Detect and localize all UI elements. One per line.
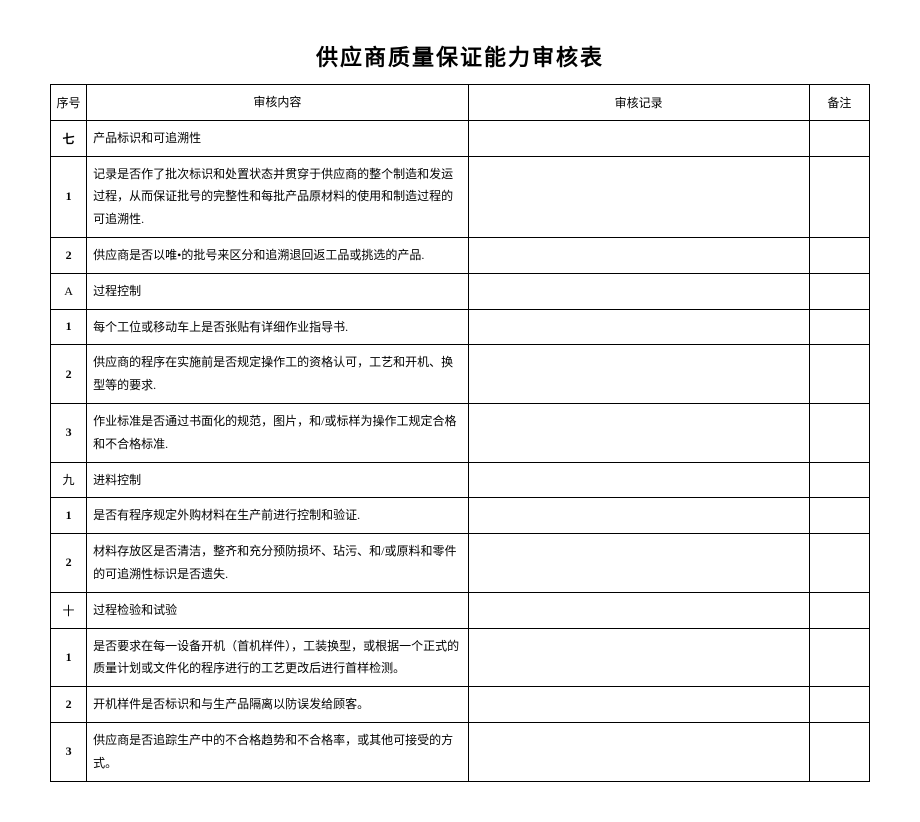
table-row: 1记录是否作了批次标识和处置状态并贯穿于供应商的整个制造和发运过程，从而保证批号…: [51, 156, 870, 237]
row-index: 3: [51, 403, 87, 462]
row-content: 是否要求在每一设备开机（首机样件），工装换型，或根据一个正式的质量计划或文件化的…: [87, 628, 468, 687]
row-content: 过程检验和试验: [87, 592, 468, 628]
table-row: 九进料控制: [51, 462, 870, 498]
row-note: [809, 273, 869, 309]
row-index: A: [51, 273, 87, 309]
row-record: [468, 309, 809, 345]
row-index: 2: [51, 237, 87, 273]
row-content: 过程控制: [87, 273, 468, 309]
row-record: [468, 592, 809, 628]
table-row: A过程控制: [51, 273, 870, 309]
row-note: [809, 156, 869, 237]
row-index: 3: [51, 722, 87, 781]
row-record: [468, 237, 809, 273]
row-note: [809, 309, 869, 345]
header-content: 审核内容: [87, 85, 468, 121]
table-row: 十过程检验和试验: [51, 592, 870, 628]
page-title: 供应商质量保证能力审核表: [50, 40, 870, 72]
row-note: [809, 237, 869, 273]
row-content: 供应商是否追踪生产中的不合格趋势和不合格率，或其他可接受的方式。: [87, 722, 468, 781]
table-row: 2供应商是否以唯•的批号来区分和追溯退回返工品或挑选的产品.: [51, 237, 870, 273]
table-row: 七产品标识和可追溯性: [51, 120, 870, 156]
row-index: 2: [51, 534, 87, 593]
row-content: 产品标识和可追溯性: [87, 120, 468, 156]
row-record: [468, 628, 809, 687]
row-index: 十: [51, 592, 87, 628]
row-record: [468, 534, 809, 593]
row-note: [809, 403, 869, 462]
row-index: 1: [51, 156, 87, 237]
table-row: 1是否有程序规定外购材料在生产前进行控制和验证.: [51, 498, 870, 534]
row-content: 作业标准是否通过书面化的规范，图片，和/或标样为操作工规定合格和不合格标准.: [87, 403, 468, 462]
row-note: [809, 722, 869, 781]
row-index: 1: [51, 628, 87, 687]
row-index: 七: [51, 120, 87, 156]
table-row: 2供应商的程序在实施前是否规定操作工的资格认可，工艺和开机、换型等的要求.: [51, 345, 870, 404]
table-row: 2材料存放区是否清洁，整齐和充分预防损坏、玷污、和/或原料和零件的可追溯性标识是…: [51, 534, 870, 593]
header-record: 审核记录: [468, 85, 809, 121]
header-note: 备注: [809, 85, 869, 121]
row-record: [468, 273, 809, 309]
table-row: 3供应商是否追踪生产中的不合格趋势和不合格率，或其他可接受的方式。: [51, 722, 870, 781]
table-row: 2开机样件是否标识和与生产品隔离以防误发给顾客。: [51, 687, 870, 723]
row-index: 2: [51, 345, 87, 404]
row-index: 九: [51, 462, 87, 498]
row-record: [468, 120, 809, 156]
row-note: [809, 498, 869, 534]
row-note: [809, 120, 869, 156]
row-note: [809, 534, 869, 593]
row-index: 1: [51, 498, 87, 534]
row-content: 供应商是否以唯•的批号来区分和追溯退回返工品或挑选的产品.: [87, 237, 468, 273]
row-note: [809, 628, 869, 687]
row-record: [468, 722, 809, 781]
row-index: 1: [51, 309, 87, 345]
table-row: 3作业标准是否通过书面化的规范，图片，和/或标样为操作工规定合格和不合格标准.: [51, 403, 870, 462]
row-content: 每个工位或移动车上是否张贴有详细作业指导书.: [87, 309, 468, 345]
row-record: [468, 498, 809, 534]
row-note: [809, 462, 869, 498]
row-note: [809, 592, 869, 628]
row-content: 记录是否作了批次标识和处置状态并贯穿于供应商的整个制造和发运过程，从而保证批号的…: [87, 156, 468, 237]
row-content: 供应商的程序在实施前是否规定操作工的资格认可，工艺和开机、换型等的要求.: [87, 345, 468, 404]
row-note: [809, 345, 869, 404]
table-row: 1每个工位或移动车上是否张贴有详细作业指导书.: [51, 309, 870, 345]
row-record: [468, 462, 809, 498]
row-index: 2: [51, 687, 87, 723]
row-content: 开机样件是否标识和与生产品隔离以防误发给顾客。: [87, 687, 468, 723]
row-content: 是否有程序规定外购材料在生产前进行控制和验证.: [87, 498, 468, 534]
row-record: [468, 403, 809, 462]
header-idx: 序号: [51, 85, 87, 121]
header-row: 序号 审核内容 审核记录 备注: [51, 85, 870, 121]
row-note: [809, 687, 869, 723]
row-record: [468, 156, 809, 237]
table-row: 1是否要求在每一设备开机（首机样件），工装换型，或根据一个正式的质量计划或文件化…: [51, 628, 870, 687]
row-record: [468, 687, 809, 723]
row-record: [468, 345, 809, 404]
row-content: 进料控制: [87, 462, 468, 498]
row-content: 材料存放区是否清洁，整齐和充分预防损坏、玷污、和/或原料和零件的可追溯性标识是否…: [87, 534, 468, 593]
audit-table: 序号 审核内容 审核记录 备注 七产品标识和可追溯性1记录是否作了批次标识和处置…: [50, 84, 870, 782]
